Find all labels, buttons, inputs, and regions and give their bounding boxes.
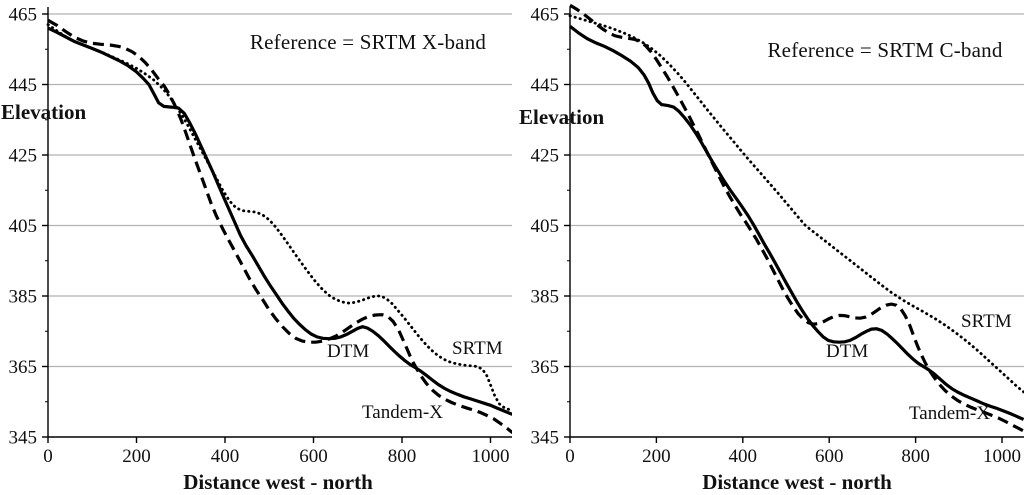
series-line-srtm	[46, 23, 512, 412]
x-axis-title: Distance west - north	[702, 470, 892, 494]
y-axis-title: Elevation	[1, 100, 87, 124]
series-label-srtm: SRTM	[452, 338, 503, 359]
y-tick-label: 465	[531, 5, 560, 26]
x-tick-label: 0	[565, 446, 575, 467]
series-label-tandem-x: Tandem-X	[909, 403, 990, 424]
y-tick-label: 425	[9, 146, 38, 167]
y-tick-label: 405	[531, 216, 560, 237]
x-tick-label: 600	[299, 446, 328, 467]
series-line-srtm	[568, 14, 1024, 394]
y-tick-label: 365	[531, 357, 560, 378]
series-label-srtm: SRTM	[961, 311, 1012, 332]
x-tick-label: 1000	[472, 446, 510, 467]
y-tick-label: 365	[9, 357, 38, 378]
chart-srtm-c-band: 465 445 425 405 385 365 345 0 200 400 600 800 1000 E…	[512, 0, 1024, 495]
y-tick-label: 445	[531, 75, 560, 96]
y-tick-label: 405	[9, 216, 38, 237]
chart-title: Reference = SRTM X-band	[249, 30, 487, 54]
series-line-dtm	[569, 25, 1024, 421]
y-tick-label: 445	[9, 75, 38, 96]
series-label-tandem-x: Tandem-X	[362, 402, 443, 423]
x-tick-label: 1000	[983, 446, 1021, 467]
series-label-dtm: DTM	[327, 341, 370, 362]
y-tick-label: 465	[9, 5, 38, 26]
series-line-tandem-x	[569, 3, 1024, 433]
y-tick-label: 385	[531, 287, 560, 308]
y-tick-label: 345	[9, 428, 38, 449]
x-tick-label: 400	[729, 446, 758, 467]
y-tick-label: 385	[9, 287, 38, 308]
x-tick-label: 800	[901, 446, 930, 467]
series-line-dtm	[47, 26, 512, 416]
x-tick-label: 200	[642, 446, 671, 467]
series-line-tandem-x	[47, 18, 512, 435]
series-label-dtm: DTM	[826, 341, 869, 362]
x-tick-label: 400	[211, 446, 240, 467]
chart-srtm-x-band: 465 445 425 405 385 365 345 0 200 400 600 800 1000 E…	[1, 5, 512, 494]
x-tick-label: 200	[122, 446, 151, 467]
y-tick-label: 425	[531, 146, 560, 167]
x-axis-title: Distance west - north	[183, 470, 373, 494]
chart-title: Reference = SRTM C-band	[767, 38, 1003, 62]
y-axis-title: Elevation	[519, 105, 605, 129]
x-tick-label: 600	[815, 446, 844, 467]
x-tick-label: 0	[43, 446, 53, 467]
y-tick-label: 345	[531, 428, 560, 449]
x-tick-label: 800	[388, 446, 417, 467]
